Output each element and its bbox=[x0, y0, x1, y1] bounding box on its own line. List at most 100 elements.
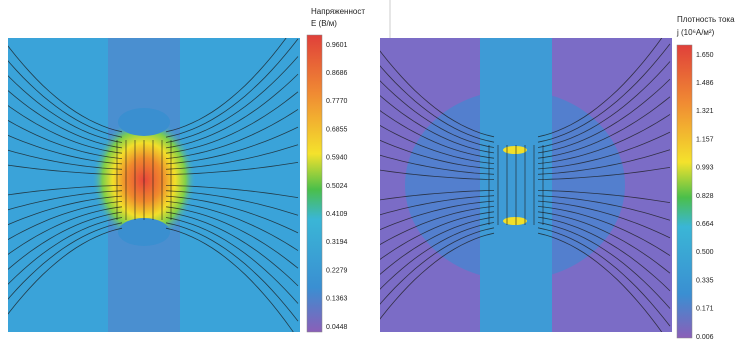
colorbar-title: j (10⁶A/м²) bbox=[676, 28, 715, 37]
colorbar-tick-label: 0.828 bbox=[696, 193, 714, 200]
field-line bbox=[8, 90, 123, 149]
field-line bbox=[380, 211, 495, 260]
field-line bbox=[165, 227, 294, 332]
field-line bbox=[8, 211, 123, 270]
colorbar-tick-label: 0.2279 bbox=[326, 267, 348, 274]
field-line bbox=[8, 134, 123, 165]
field-line bbox=[165, 195, 299, 234]
field-line bbox=[537, 61, 671, 148]
field-line bbox=[380, 169, 495, 180]
colorbar-tick-label: 1.321 bbox=[696, 108, 714, 115]
field-line bbox=[380, 50, 495, 138]
field-line bbox=[380, 216, 495, 275]
colorbar-title: E (В/м) bbox=[311, 19, 337, 28]
field-line bbox=[537, 222, 671, 309]
field-line bbox=[165, 56, 299, 143]
field-line bbox=[537, 43, 671, 143]
colorbar-tick-label: 0.9601 bbox=[326, 42, 348, 49]
field-line bbox=[537, 149, 671, 175]
field-line bbox=[380, 222, 495, 290]
field-line bbox=[380, 125, 495, 164]
field-line bbox=[165, 185, 299, 198]
field-line bbox=[537, 96, 671, 159]
field-line bbox=[8, 120, 123, 159]
field-line bbox=[165, 190, 299, 216]
field-line bbox=[380, 95, 495, 154]
field-line bbox=[165, 73, 299, 149]
field-line bbox=[8, 185, 123, 196]
colorbar-tick-label: 0.5024 bbox=[326, 183, 348, 190]
field-line bbox=[8, 195, 123, 226]
field-line bbox=[380, 154, 495, 175]
field-line bbox=[8, 217, 123, 285]
field-line bbox=[537, 38, 663, 138]
field-line bbox=[8, 45, 123, 133]
field-line bbox=[537, 227, 671, 327]
field-line bbox=[380, 80, 495, 148]
field-line bbox=[537, 211, 671, 274]
field-line bbox=[8, 227, 123, 315]
colorbar-tick-label: 0.6855 bbox=[326, 126, 348, 133]
field-line bbox=[8, 164, 123, 175]
colorbar-tick-label: 0.335 bbox=[696, 277, 714, 284]
field-line bbox=[165, 91, 299, 154]
field-line bbox=[380, 232, 495, 320]
field-line bbox=[165, 201, 299, 251]
colorbar-tick-label: 1.650 bbox=[696, 52, 714, 59]
colorbar-title: Плотность тока bbox=[677, 15, 735, 24]
field-line bbox=[165, 126, 299, 165]
field-line bbox=[380, 110, 495, 159]
colorbar-tick-label: 0.664 bbox=[696, 221, 714, 228]
field-line bbox=[380, 206, 495, 245]
field-line bbox=[537, 216, 671, 292]
field-line bbox=[8, 75, 123, 143]
field-line bbox=[165, 211, 299, 287]
field-line bbox=[380, 200, 495, 231]
colorbar-tick-label: 0.171 bbox=[696, 306, 714, 313]
field-line bbox=[537, 114, 671, 164]
field-line bbox=[380, 190, 495, 201]
field-line bbox=[165, 206, 299, 269]
colorbar bbox=[306, 34, 323, 333]
colorbar-title: Напряженност bbox=[311, 7, 365, 16]
colorbar-tick-label: 0.7770 bbox=[326, 98, 348, 105]
field-line bbox=[165, 144, 299, 170]
field-line bbox=[537, 200, 671, 239]
field-line bbox=[537, 78, 671, 154]
field-line bbox=[380, 139, 495, 170]
field-line bbox=[537, 167, 671, 180]
colorbar-tick-label: 1.486 bbox=[696, 80, 714, 87]
electrode-tip bbox=[118, 108, 170, 136]
colorbar-tick-label: 1.157 bbox=[696, 136, 714, 143]
electrode-tip bbox=[118, 218, 170, 246]
field-line bbox=[380, 195, 495, 216]
colorbar-tick-label: 0.006 bbox=[696, 334, 714, 341]
colorbar-tick-label: 0.3194 bbox=[326, 239, 348, 246]
field-line bbox=[165, 38, 287, 133]
field-line bbox=[165, 109, 299, 159]
field-line bbox=[380, 227, 495, 305]
hot-spot bbox=[503, 217, 527, 225]
field-plot-j bbox=[380, 38, 672, 332]
colorbar-tick-label: 0.4109 bbox=[326, 211, 348, 218]
colorbar-tick-label: 0.500 bbox=[696, 249, 714, 256]
field-line bbox=[8, 201, 123, 240]
field-line bbox=[8, 60, 123, 138]
field-line bbox=[8, 206, 123, 255]
colorbar-tick-label: 0.1363 bbox=[326, 296, 348, 303]
field-line bbox=[165, 38, 299, 138]
field-line bbox=[8, 105, 123, 154]
field-line bbox=[8, 222, 123, 300]
field-line bbox=[165, 222, 299, 322]
field-line bbox=[537, 206, 671, 256]
field-line bbox=[165, 217, 299, 304]
field-line bbox=[537, 232, 663, 332]
field-line bbox=[8, 149, 123, 170]
colorbar bbox=[676, 44, 693, 339]
colorbar-tick-label: 0.993 bbox=[696, 165, 714, 172]
colorbar-tick-label: 0.8686 bbox=[326, 70, 348, 77]
hot-spot bbox=[503, 146, 527, 154]
colorbar-tick-label: 0.5940 bbox=[326, 155, 348, 162]
colorbar-tick-label: 0.0448 bbox=[326, 324, 348, 331]
